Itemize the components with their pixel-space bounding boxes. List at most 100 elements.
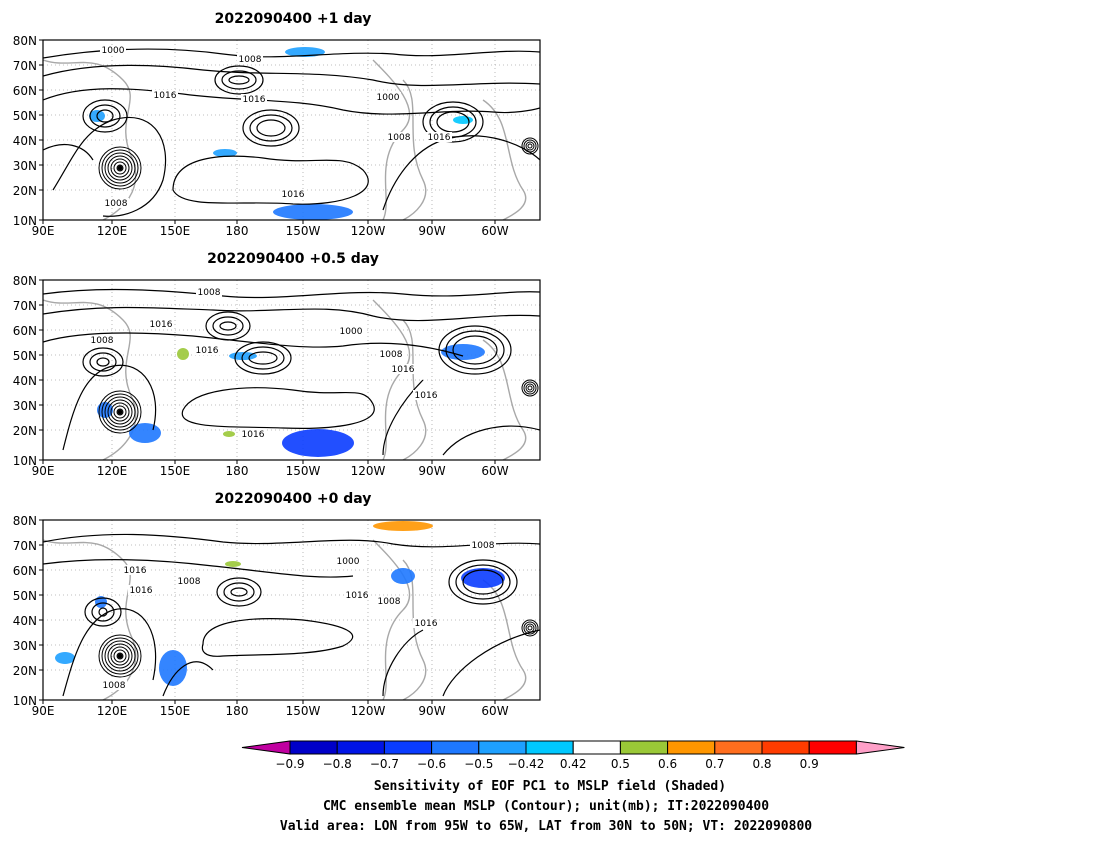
- contour-label: 1016: [392, 365, 415, 375]
- cyclone-center-east: [521, 137, 539, 155]
- lat-tick-label: 70N: [13, 299, 37, 313]
- colorbar-label: −0.8: [323, 757, 352, 771]
- sensitivity-shading: [55, 521, 505, 686]
- contour-label: 1008: [388, 133, 411, 143]
- colorbar: −0.9 −0.8 −0.7 −0.6 −0.5 −0.42 0.42 0.5 0.6 0.7 0.…: [241, 740, 905, 771]
- colorbar-label: −0.6: [417, 757, 446, 771]
- map-panel-1: 2022090400 +1 day 1000 1008 1016 1016 1000 100…: [13, 11, 541, 238]
- lat-tick-label: 40N: [13, 374, 37, 388]
- colorbar-min-arrow: [241, 740, 291, 755]
- cyclone-center: [98, 390, 142, 434]
- contour-label: 1008: [178, 577, 201, 587]
- lon-tick-label: 90E: [32, 224, 55, 238]
- lat-tick-label: 30N: [13, 159, 37, 173]
- lat-tick-label: 50N: [13, 109, 37, 123]
- lat-tick-label: 10N: [13, 454, 37, 468]
- map-field: 1000 1008 1016 1016 1000 1008 1016 1016 1008: [43, 40, 540, 220]
- lat-tick-label: 70N: [13, 59, 37, 73]
- colorbar-label: −0.5: [464, 757, 493, 771]
- contour-label: 1008: [239, 55, 262, 65]
- lon-tick-label: 120W: [351, 224, 386, 238]
- colorbar-label: 0.6: [658, 757, 677, 771]
- contour-label: 1000: [337, 557, 360, 567]
- cyclone-center: [98, 146, 142, 190]
- cyclone-center-east: [521, 379, 539, 397]
- contour-label: 1008: [91, 336, 114, 346]
- panel-title: 2022090400 +1 day: [215, 11, 372, 27]
- contour-label: 1016: [150, 320, 173, 330]
- lat-tick-label: 20N: [13, 184, 37, 198]
- contour-label: 1008: [472, 541, 495, 551]
- contour-label: 1008: [380, 350, 403, 360]
- lat-tick-label: 30N: [13, 399, 37, 413]
- map-frame: [42, 39, 541, 221]
- lon-tick-label: 90E: [32, 704, 55, 718]
- contour-label: 1016: [242, 430, 265, 440]
- lon-tick-label: 150W: [286, 464, 321, 478]
- lon-tick-label: 120E: [97, 224, 128, 238]
- lon-tick-label: 90W: [418, 464, 445, 478]
- lat-tick-label: 60N: [13, 84, 37, 98]
- lat-tick-label: 20N: [13, 424, 37, 438]
- colorbar-label: 0.8: [752, 757, 771, 771]
- colorbar-swatch: [525, 740, 574, 755]
- contour-label: 1016: [415, 391, 438, 401]
- lat-tick-label: 60N: [13, 564, 37, 578]
- colorbar-swatch: [289, 740, 338, 755]
- lon-tick-label: 120W: [351, 704, 386, 718]
- colorbar-max-arrow: [855, 740, 905, 755]
- caption-line-1: Sensitivity of EOF PC1 to MSLP field (Sh…: [374, 779, 726, 794]
- colorbar-swatch: [383, 740, 433, 755]
- colorbar-swatch: [431, 740, 480, 755]
- lat-tick-label: 40N: [13, 614, 37, 628]
- lat-tick-label: 10N: [13, 694, 37, 708]
- colorbar-label: −0.9: [275, 757, 304, 771]
- panel-title: 2022090400 +0 day: [215, 491, 372, 507]
- lat-tick-label: 70N: [13, 539, 37, 553]
- lat-tick-label: 30N: [13, 639, 37, 653]
- contour-label: 1000: [102, 46, 125, 56]
- contour-label: 1008: [105, 199, 128, 209]
- lat-tick-label: 20N: [13, 664, 37, 678]
- colorbar-label: −0.7: [370, 757, 399, 771]
- cyclone-center-east: [521, 619, 539, 637]
- contour-label: 1016: [243, 95, 266, 105]
- colorbar-label: 0.7: [705, 757, 724, 771]
- mslp-contours: [43, 288, 540, 456]
- lat-tick-label: 80N: [13, 274, 37, 288]
- map-frame: [42, 279, 541, 461]
- colorbar-swatch: [478, 740, 527, 755]
- lon-tick-label: 150W: [286, 224, 321, 238]
- lon-tick-label: 90E: [32, 464, 55, 478]
- lon-tick-label: 120W: [351, 464, 386, 478]
- caption-line-3: Valid area: LON from 95W to 65W, LAT fro…: [280, 819, 812, 834]
- contour-label: 1000: [340, 327, 363, 337]
- contour-label: 1016: [124, 566, 147, 576]
- contour-label: 1016: [346, 591, 369, 601]
- map-field: 1016 1008 1016 1000 1016 1008 1016 1008 1008: [43, 520, 540, 700]
- colorbar-label: 0.9: [800, 757, 819, 771]
- lon-tick-label: 150E: [160, 464, 191, 478]
- lon-tick-label: 120E: [97, 464, 128, 478]
- coastlines: [43, 59, 527, 220]
- lon-tick-label: 180: [226, 224, 249, 238]
- lon-tick-label: 180: [226, 464, 249, 478]
- lon-tick-label: 150E: [160, 224, 191, 238]
- colorbar-swatch: [761, 740, 810, 755]
- lon-tick-label: 120E: [97, 704, 128, 718]
- colorbar-label: −0.42: [508, 757, 545, 771]
- lat-tick-label: 50N: [13, 349, 37, 363]
- map-frame: [42, 519, 541, 701]
- lat-tick-label: 50N: [13, 589, 37, 603]
- map-panel-3: 2022090400 +0 day 1016 1008 1016 1000 1016 100…: [13, 491, 541, 718]
- contour-label: 1016: [282, 190, 305, 200]
- panel-title: 2022090400 +0.5 day: [207, 251, 379, 267]
- colorbar-swatch: [572, 740, 621, 755]
- colorbar-label: 0.42: [560, 757, 587, 771]
- lat-tick-label: 10N: [13, 214, 37, 228]
- contour-label: 1008: [378, 597, 401, 607]
- contour-label: 1016: [415, 619, 438, 629]
- contour-label: 1000: [377, 93, 400, 103]
- lat-tick-label: 60N: [13, 324, 37, 338]
